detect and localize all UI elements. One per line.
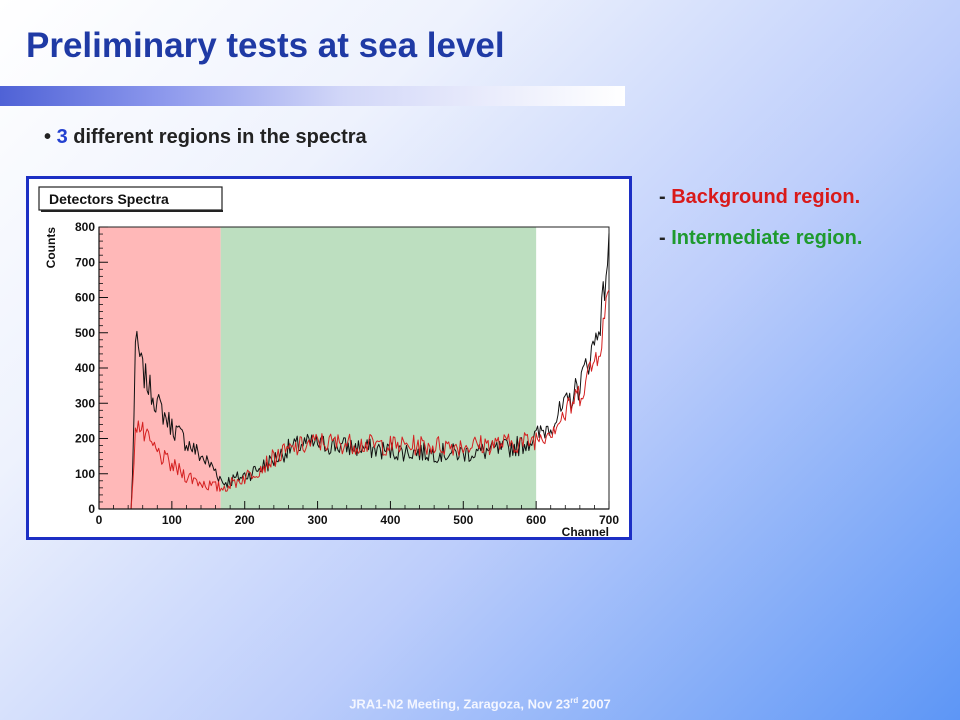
x-tick-label: 500 (453, 513, 473, 527)
footer-meeting-info: JRA1-N2 Meeting, Zaragoza, Nov 23rd 2007 (0, 696, 960, 711)
x-tick-label: 100 (162, 513, 182, 527)
y-tick-label: 400 (75, 361, 95, 375)
y-tick-label: 300 (75, 396, 95, 410)
legend-dash: - (659, 186, 672, 208)
series-line-2 (99, 289, 610, 510)
legend-background-region: - Background region. (659, 186, 862, 209)
region-legend: - Background region. - Intermediate regi… (659, 186, 862, 268)
y-axis-label: Counts (44, 227, 58, 269)
title-underline-bar (0, 86, 625, 106)
x-tick-label: 600 (526, 513, 546, 527)
y-tick-label: 200 (75, 432, 95, 446)
region-background (99, 227, 221, 509)
legend-dash: - (659, 227, 672, 249)
footer-main: JRA1-N2 Meeting, Zaragoza, Nov 23 (349, 696, 571, 712)
region-intermediate (220, 227, 537, 509)
x-tick-label: 300 (308, 513, 328, 527)
legend-intermediate-region: - Intermediate region. (659, 227, 862, 250)
x-tick-label: 400 (380, 513, 400, 527)
y-tick-label: 100 (75, 467, 95, 481)
y-tick-label: 800 (75, 220, 95, 234)
bullet-symbol: • (44, 126, 57, 148)
y-tick-label: 500 (75, 326, 95, 340)
footer-year: 2007 (578, 696, 611, 712)
x-tick-label: 0 (96, 513, 103, 527)
x-tick-label: 200 (235, 513, 255, 527)
bullet-number: 3 (56, 126, 68, 148)
page-title: Preliminary tests at sea level (26, 26, 505, 65)
spectrum-plot-frame: 0 100 200 300 400 500 600 700 0 100 200 300 400 500 60… (26, 176, 632, 540)
bullet-text: different regions in the spectra (67, 126, 367, 148)
footer-superscript: rd (570, 696, 579, 705)
series-line-1 (99, 233, 610, 510)
y-tick-label: 600 (75, 291, 95, 305)
legend-intermediate-label: Intermediate region. (671, 227, 863, 249)
legend-background-label: Background region. (671, 186, 861, 208)
y-tick-label: 700 (75, 255, 95, 269)
bullet-point: • 3 different regions in the spectra (44, 126, 367, 149)
y-tick-label: 0 (88, 502, 95, 516)
chart-title: Detectors Spectra (49, 191, 169, 207)
spectrum-chart: 0 100 200 300 400 500 600 700 0 100 200 300 400 500 60… (38, 186, 619, 537)
x-axis-label: Channel (562, 525, 609, 537)
x-tick-label: 700 (599, 513, 619, 527)
